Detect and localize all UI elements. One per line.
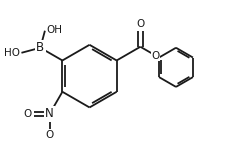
Text: N: N	[45, 107, 54, 120]
Text: O: O	[24, 109, 32, 119]
Text: O: O	[151, 51, 160, 61]
Text: B: B	[36, 41, 44, 54]
Text: O: O	[136, 19, 144, 29]
Text: OH: OH	[47, 25, 63, 35]
Text: O: O	[45, 131, 54, 140]
Text: HO: HO	[4, 48, 20, 58]
